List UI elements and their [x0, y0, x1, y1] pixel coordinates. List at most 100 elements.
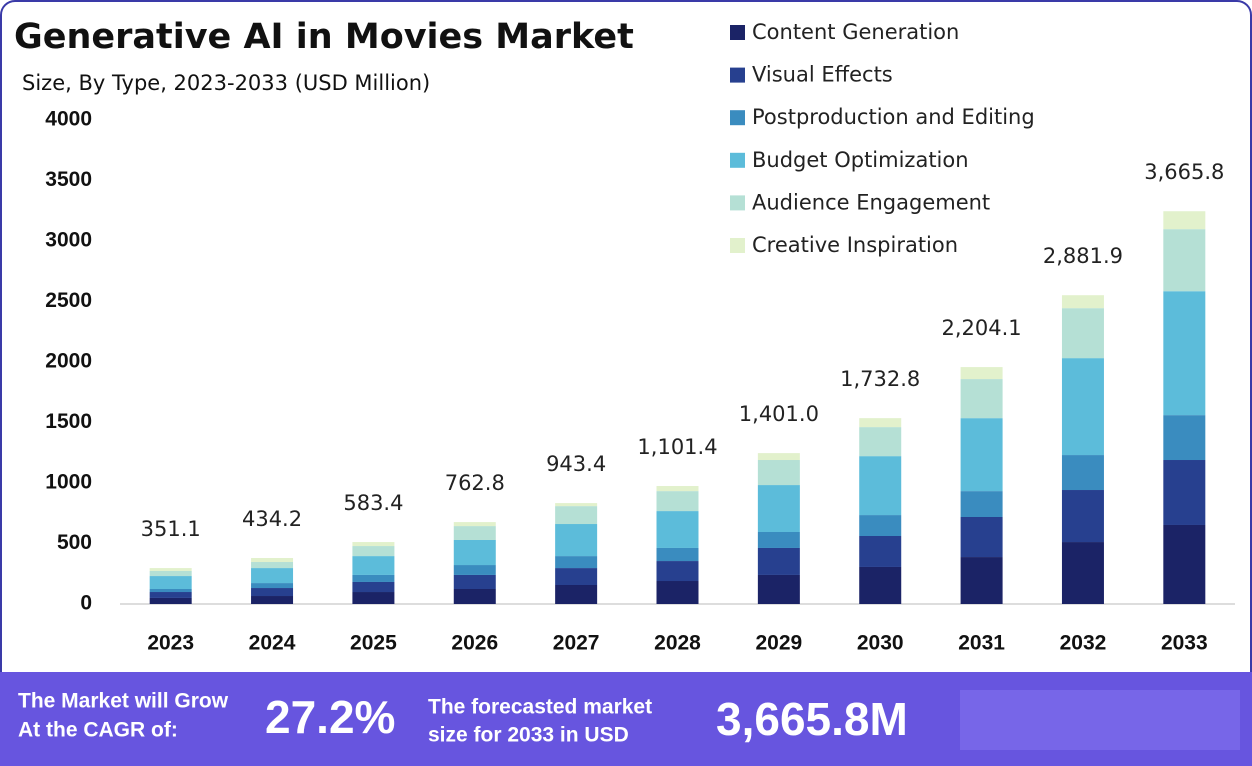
x-tick-label: 2029 [756, 632, 803, 655]
bar-segment [960, 379, 1003, 419]
bar-segment [149, 568, 192, 571]
bar-segment [757, 460, 800, 486]
y-tick-label: 1500 [45, 410, 92, 433]
forecast-text: size for 2033 in USD [428, 724, 629, 747]
bar-segment [352, 592, 395, 604]
x-tick-label: 2023 [147, 632, 194, 655]
bar-segment [251, 596, 294, 604]
bar-segment [656, 491, 699, 512]
legend-label: Postproduction and Editing [752, 105, 1035, 129]
x-tick-label: 2026 [451, 632, 498, 655]
y-tick-label: 500 [57, 531, 92, 554]
bar-segment [251, 562, 294, 569]
total-label: 2,204.1 [942, 316, 1022, 340]
bar-segment [1061, 490, 1104, 543]
bar-segment [251, 568, 294, 584]
x-tick-label: 2030 [857, 632, 904, 655]
bar-segment [859, 456, 902, 516]
total-label: 3,665.8 [1144, 160, 1224, 184]
legend-label: Budget Optimization [752, 148, 969, 172]
bar-segment [656, 511, 699, 548]
bar-segment [149, 576, 192, 589]
bar-segment [656, 581, 699, 604]
total-label: 1,401.0 [739, 402, 819, 426]
bar-segment [251, 588, 294, 597]
forecast-value: 3,665.8M [716, 693, 908, 745]
bar-segment [352, 574, 395, 582]
total-label: 434.2 [242, 507, 302, 531]
bar-segment [656, 561, 699, 582]
bar-segment [757, 547, 800, 575]
bar-segment [352, 542, 395, 547]
bar-segment [1163, 211, 1206, 230]
cagr-text: The Market will Grow [18, 690, 229, 713]
chart-subtitle: Size, By Type, 2023-2033 (USD Million) [22, 71, 430, 95]
bar-segment [453, 539, 496, 566]
legend-label: Creative Inspiration [752, 233, 958, 257]
bar-segment [757, 532, 800, 548]
bar-segment [1163, 291, 1206, 416]
bar-segment [1061, 455, 1104, 491]
bar-segment [149, 592, 192, 598]
x-tick-label: 2032 [1060, 632, 1107, 655]
x-tick-label: 2027 [553, 632, 600, 655]
y-tick-label: 4000 [45, 108, 92, 131]
bar-segment [960, 418, 1003, 492]
total-label: 2,881.9 [1043, 244, 1123, 268]
bar-segment [757, 485, 800, 533]
legend-swatch [730, 25, 745, 40]
bar-segment [352, 546, 395, 557]
total-label: 1,732.8 [840, 367, 920, 391]
bar-segment [1061, 358, 1104, 456]
total-label: 762.8 [445, 471, 505, 495]
legend-swatch [730, 152, 745, 168]
legend-swatch [730, 238, 745, 253]
bar-segment [453, 574, 496, 589]
bar-segment [453, 526, 496, 540]
forecast-text: The forecasted market [428, 696, 652, 719]
x-tick-label: 2025 [350, 632, 397, 655]
y-tick-label: 2000 [45, 350, 92, 373]
bar-segment [859, 566, 902, 604]
bar-segment [555, 524, 598, 557]
bar-segment [859, 418, 902, 428]
x-tick-label: 2028 [654, 632, 701, 655]
y-tick-label: 0 [80, 592, 92, 615]
bar-segment [149, 588, 192, 593]
bar-segment [149, 597, 192, 604]
bar-segment [960, 517, 1003, 558]
bar-segment [453, 522, 496, 527]
cagr-text: At the CAGR of: [18, 719, 178, 742]
total-label: 1,101.4 [637, 435, 717, 459]
cagr-value: 27.2% [265, 691, 395, 743]
bar-segment [555, 568, 598, 586]
x-tick-label: 2024 [249, 632, 296, 655]
bar-segment [859, 535, 902, 567]
bar-segment [555, 503, 598, 507]
bar-segment [859, 427, 902, 457]
x-tick-label: 2033 [1161, 632, 1208, 655]
footer-fade [960, 690, 1240, 750]
bar-segment [555, 585, 598, 604]
y-tick-label: 2500 [45, 289, 92, 312]
bar-segment [1163, 415, 1206, 461]
bar-segment [1163, 524, 1206, 604]
bar-segment [453, 588, 496, 604]
bar-segment [960, 491, 1003, 518]
bar-segment [1061, 295, 1104, 309]
bar-segment [555, 556, 598, 569]
bar-segment [960, 367, 1003, 380]
total-label: 943.4 [546, 452, 606, 476]
legend-swatch [730, 110, 745, 126]
bar-segment [352, 556, 395, 575]
y-tick-label: 1000 [45, 471, 92, 494]
bar-segment [656, 486, 699, 492]
x-tick-label: 2031 [958, 632, 1005, 655]
legend-label: Visual Effects [752, 63, 893, 87]
bar-segment [1163, 460, 1206, 525]
y-tick-label: 3000 [45, 229, 92, 252]
bar-segment [453, 565, 496, 575]
total-label: 351.1 [141, 517, 201, 541]
bar-segment [251, 583, 294, 589]
